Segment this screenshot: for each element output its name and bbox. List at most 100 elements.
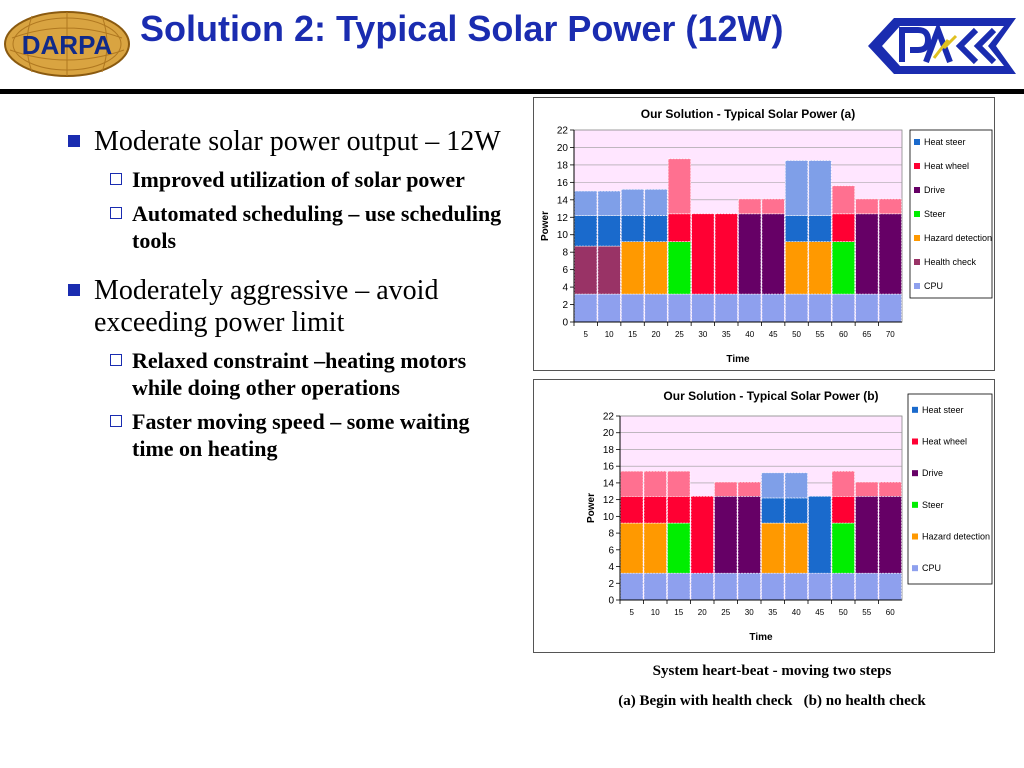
bar-segment-heat-wheel-2nd-motor <box>831 185 855 215</box>
legend-label-heat-wheel: Heat wheel <box>924 161 969 171</box>
x-tick-label: 25 <box>721 608 730 617</box>
bar-segment-cpu <box>831 572 855 601</box>
y-tick-label: 18 <box>557 160 569 171</box>
bar-segment-cpu <box>761 572 785 601</box>
bar-segment-drive <box>878 213 902 295</box>
bar-segment-heat-steer <box>785 215 809 243</box>
bullet-list: Moderate solar power output – 12W Improv… <box>68 126 508 469</box>
legend <box>909 129 993 299</box>
legend-label-health-check: Health check <box>924 257 977 267</box>
bar-segment-cpu <box>714 293 738 323</box>
x-tick-label: 40 <box>745 330 754 339</box>
bar-segment-heat-steer <box>761 497 785 524</box>
bar-segment-heat-wheel-2nd-motor <box>667 158 691 215</box>
x-tick-label: 45 <box>769 330 778 339</box>
bar-segment-heat-wheel-2nd-motor <box>738 198 762 215</box>
legend-label-hazard-detection: Hazard detection <box>922 532 990 542</box>
legend-swatch-drive <box>912 470 918 477</box>
x-tick-label: 10 <box>605 330 614 339</box>
bar-segment-heat-steer-2nd-motor <box>597 190 621 216</box>
x-tick-label: 35 <box>768 608 777 617</box>
legend-swatch-steer <box>912 501 918 508</box>
y-tick-label: 0 <box>562 318 568 329</box>
y-tick-label: 2 <box>562 300 568 311</box>
plot-area <box>619 415 903 601</box>
hollow-square-bullet-icon <box>110 173 122 185</box>
y-tick-label: 16 <box>557 178 569 189</box>
bar-segment-cpu <box>737 572 761 601</box>
legend-label-heat-wheel: Heat wheel <box>922 437 967 447</box>
bar-segment-heat-wheel-2nd-motor <box>878 198 902 215</box>
bullet-2: Moderately aggressive – avoid exceeding … <box>68 275 508 339</box>
bar-segment-heat-steer <box>808 215 832 243</box>
bar-segment-steer <box>831 522 855 574</box>
bar-segment-heat-wheel-2nd-motor <box>620 470 644 497</box>
sub-bullet-2-2-text: Faster moving speed – some waiting time … <box>132 409 470 461</box>
bar-segment-cpu <box>808 572 832 601</box>
square-bullet-icon <box>68 284 80 296</box>
bar-segment-cpu <box>574 293 598 323</box>
chart-b: Our Solution - Typical Solar Power (b) 0 2… <box>586 389 993 643</box>
chart-b-frame: Our Solution - Typical Solar Power (b) 0 2… <box>533 379 995 653</box>
y-tick-label: 20 <box>557 143 569 154</box>
legend-label-hazard-detection: Hazard detection <box>924 233 992 243</box>
bar-segment-cpu <box>831 293 855 323</box>
bar-segment-hazard-detection <box>808 241 832 295</box>
y-tick-label: 8 <box>608 529 614 540</box>
bar-segment-cpu <box>808 293 832 323</box>
legend <box>907 393 993 585</box>
x-tick-label: 30 <box>698 330 707 339</box>
hollow-square-bullet-icon <box>110 354 122 366</box>
x-tick-label: 60 <box>839 330 848 339</box>
x-tick-label: 35 <box>722 330 731 339</box>
legend-swatch-heat-steer <box>914 139 920 145</box>
bar-segment-drive <box>855 213 879 295</box>
bar-segment-hazard-detection <box>643 522 667 574</box>
legend-label-heat-steer: Heat steer <box>922 405 964 415</box>
chart-title: Our Solution - Typical Solar Power (b) <box>663 389 878 403</box>
bar-segment-drive <box>761 213 785 295</box>
y-tick-label: 10 <box>557 230 569 241</box>
legend-swatch-health-check <box>914 259 920 265</box>
x-axis-label: Time <box>726 354 750 365</box>
y-axis-label: Power <box>586 493 597 523</box>
bullet-1-text: Moderate solar power output – 12W <box>94 126 501 157</box>
legend-label-steer: Steer <box>922 500 944 510</box>
bar-segment-heat-wheel <box>691 213 715 295</box>
bar-segment-drive <box>855 495 879 574</box>
hollow-square-bullet-icon <box>110 415 122 427</box>
bar-segment-cpu <box>620 572 644 601</box>
x-tick-label: 40 <box>792 608 801 617</box>
bar-segment-hazard-detection <box>644 241 668 295</box>
x-tick-label: 25 <box>675 330 684 339</box>
sub-bullet-1-2: Automated scheduling – use scheduling to… <box>110 200 508 254</box>
y-tick-label: 12 <box>603 495 615 506</box>
legend-label-heat-steer: Heat steer <box>924 137 966 147</box>
x-tick-label: 50 <box>792 330 801 339</box>
bar-segment-heat-wheel-2nd-motor <box>855 198 879 215</box>
caption-line-2: (a) Begin with health check (b) no healt… <box>618 693 926 709</box>
y-tick-label: 18 <box>603 445 615 456</box>
legend-swatch-drive <box>914 187 920 193</box>
bar-segment-heat-wheel-2nd-motor <box>714 481 738 497</box>
bar-segment-steer <box>667 522 691 574</box>
bar-segment-heat-steer-2nd-motor <box>761 472 785 499</box>
bar-segment-heat-steer <box>597 215 621 247</box>
bar-segment-hazard-detection <box>620 522 644 574</box>
y-tick-label: 22 <box>557 126 569 137</box>
bar-segment-heat-wheel-2nd-motor <box>761 198 785 215</box>
y-tick-label: 0 <box>608 596 614 607</box>
bar-segment-cpu <box>667 572 691 601</box>
x-tick-label: 50 <box>839 608 848 617</box>
legend-label-cpu: CPU <box>922 563 941 573</box>
bar-segment-health-check <box>574 245 598 295</box>
bar-segment-heat-wheel-2nd-motor <box>878 481 902 497</box>
bar-segment-heat-wheel <box>714 213 738 295</box>
bar-segment-heat-wheel <box>643 495 667 524</box>
header-rule <box>0 89 1024 94</box>
bar-segment-heat-steer-2nd-motor <box>644 189 668 216</box>
bar-segment-heat-wheel <box>667 213 691 243</box>
x-tick-label: 60 <box>886 608 895 617</box>
bar-segment-steer <box>831 241 855 295</box>
bar-segment-heat-steer-2nd-motor <box>784 472 808 499</box>
